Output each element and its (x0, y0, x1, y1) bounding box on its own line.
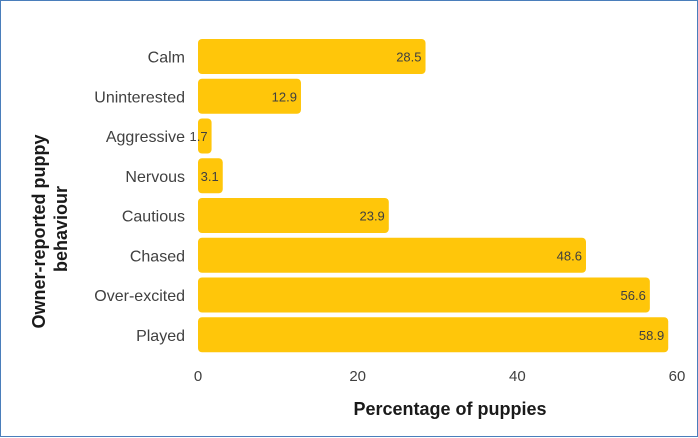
x-axis-title: Percentage of puppies (353, 399, 546, 419)
bar-chased (198, 237, 586, 273)
category-label-over-excited: Over-excited (94, 288, 185, 305)
x-tick-20: 20 (349, 368, 366, 385)
category-label-cautious: Cautious (122, 209, 185, 226)
bar-played (198, 317, 669, 353)
x-tick-60: 60 (669, 368, 686, 385)
category-labels: Calm Uninterested Aggressive Nervous Cautiou… (94, 50, 185, 345)
category-label-aggressive: Aggressive (106, 129, 185, 146)
y-axis-title-line-2: behaviour (51, 186, 71, 272)
x-tick-labels: 0 20 40 60 (194, 368, 686, 385)
data-label-nervous: 3.1 (201, 169, 219, 184)
x-tick-40: 40 (509, 368, 526, 385)
category-label-played: Played (136, 328, 185, 345)
data-label-cautious: 23.9 (359, 209, 384, 224)
bars-group: 28.5 12.9 1.7 3.1 23.9 48.6 56.6 58.9 (189, 39, 669, 353)
data-label-chased: 48.6 (557, 248, 582, 263)
category-label-uninterested: Uninterested (94, 89, 185, 106)
x-tick-0: 0 (194, 368, 202, 385)
bar-over-excited (198, 277, 650, 313)
bar-uninterested (198, 78, 301, 114)
category-label-calm: Calm (148, 50, 185, 67)
data-label-over-excited: 56.6 (621, 288, 646, 303)
y-axis-title-line-1: Owner-reported puppy (29, 135, 49, 329)
data-label-calm: 28.5 (396, 50, 421, 65)
category-label-chased: Chased (130, 248, 185, 265)
data-label-played: 58.9 (639, 328, 664, 343)
data-label-aggressive: 1.7 (189, 129, 207, 144)
data-label-uninterested: 12.9 (272, 89, 297, 104)
y-axis-title: Owner-reported puppy behaviour (29, 129, 71, 328)
bar-calm (198, 39, 426, 74)
bar-nervous (198, 158, 223, 194)
category-label-nervous: Nervous (125, 169, 185, 186)
bar-aggressive (198, 118, 212, 154)
bar-cautious (198, 198, 389, 233)
